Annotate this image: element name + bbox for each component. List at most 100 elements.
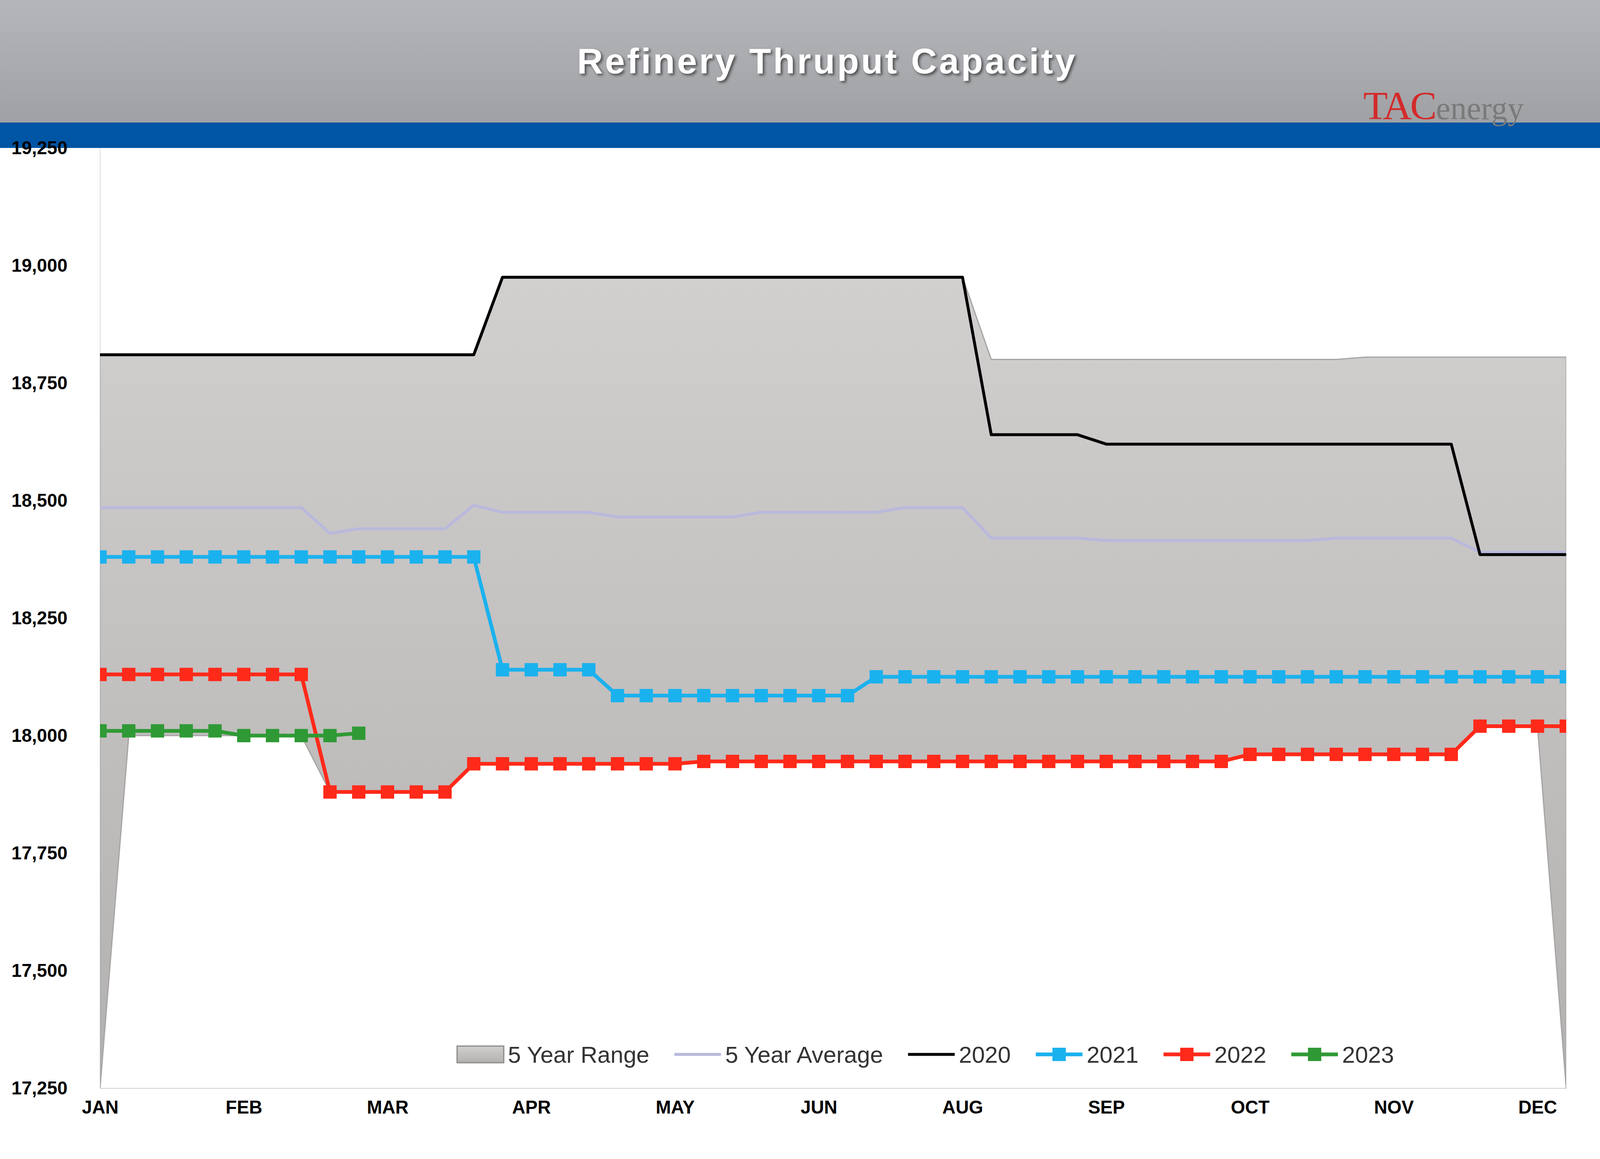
series-marker	[150, 724, 165, 738]
series-marker	[639, 757, 653, 771]
series-marker	[898, 754, 912, 768]
series-marker	[1329, 670, 1343, 684]
chart-root: Refinery Thruput CapacityTACenergy17,250…	[0, 0, 1600, 1159]
y-tick: 19,250	[11, 137, 74, 158]
series-marker	[1473, 670, 1487, 684]
series-marker	[610, 757, 625, 771]
series-marker	[582, 662, 596, 677]
series-marker	[323, 728, 337, 743]
series-marker	[927, 754, 941, 768]
x-tick-label: JUN	[800, 1096, 838, 1118]
series-marker	[294, 728, 308, 743]
series-marker	[610, 688, 625, 703]
x-tick-label: MAY	[655, 1096, 695, 1118]
series-line	[100, 505, 1567, 553]
series-marker	[380, 785, 395, 799]
series-marker	[927, 670, 941, 684]
legend-marker	[1180, 1047, 1194, 1061]
x-tick-label: JAN	[81, 1096, 119, 1118]
series-marker	[1502, 719, 1516, 733]
series-marker	[524, 757, 538, 771]
series-marker	[208, 550, 222, 564]
legend-swatch	[457, 1045, 504, 1063]
series-marker	[697, 688, 711, 703]
series-marker	[725, 688, 740, 703]
series-marker	[668, 688, 682, 703]
series-marker	[150, 667, 165, 681]
header-band	[0, 0, 1600, 123]
series-marker	[1559, 670, 1567, 684]
series-marker	[783, 688, 797, 703]
series-marker	[122, 724, 136, 738]
legend-label: 5 Year Range	[507, 1041, 650, 1068]
series-marker	[323, 785, 337, 799]
y-axis: 17,25017,50017,75018,00018,25018,50018,7…	[11, 137, 100, 1098]
series-marker	[553, 662, 567, 677]
x-tick: OCT	[1230, 1087, 1270, 1118]
plot-marks	[100, 277, 1567, 1088]
x-tick-label: DEC	[1518, 1096, 1558, 1118]
chart-title: Refinery Thruput Capacity	[577, 40, 1078, 81]
series-marker	[1530, 719, 1545, 733]
series-marker	[1070, 670, 1085, 684]
series-marker	[1214, 754, 1228, 768]
series-marker	[467, 757, 481, 771]
series-marker	[1559, 719, 1567, 733]
series-marker	[467, 550, 481, 564]
series-marker	[1415, 670, 1430, 684]
x-tick: AUG	[942, 1087, 984, 1118]
series-marker	[1502, 670, 1516, 684]
y-tick: 17,250	[11, 1077, 74, 1098]
series-marker	[754, 688, 768, 703]
y-tick: 18,250	[11, 607, 74, 628]
series-marker	[1387, 747, 1401, 761]
series-marker	[208, 724, 222, 738]
series-marker	[150, 550, 165, 564]
legend-label: 2022	[1214, 1041, 1267, 1068]
series-marker	[122, 550, 136, 564]
series-marker	[1272, 747, 1286, 761]
x-axis-line	[100, 1087, 1567, 1089]
series-marker	[100, 724, 107, 738]
series-marker	[754, 754, 768, 768]
x-tick-label: FEB	[225, 1096, 263, 1118]
logo-text: energy	[1435, 90, 1524, 127]
series-marker	[1444, 747, 1458, 761]
series-marker	[1387, 670, 1401, 684]
series-marker	[237, 667, 251, 681]
x-tick: SEP	[1087, 1087, 1125, 1118]
series-marker	[1042, 670, 1056, 684]
y-tick-label: 17,250	[11, 1077, 68, 1098]
series-marker	[179, 667, 193, 681]
series-marker	[323, 550, 337, 564]
legend-label: 2023	[1342, 1041, 1395, 1068]
x-tick: MAR	[366, 1087, 409, 1118]
y-tick-label: 17,750	[11, 842, 68, 863]
legend-swatch	[907, 1052, 955, 1056]
legend-swatch	[674, 1052, 721, 1056]
legend-item: 2023	[1291, 1041, 1395, 1068]
series-marker	[639, 688, 653, 703]
series-marker	[495, 662, 510, 677]
series-marker	[1099, 670, 1113, 684]
series-line	[100, 730, 359, 736]
x-axis: JANFEBMARAPRMAYJUNAUGSEPOCTNOVDEC	[81, 1087, 1567, 1118]
series-marker	[955, 670, 970, 684]
series-marker	[352, 550, 366, 564]
series-marker	[122, 667, 136, 681]
series-marker	[179, 724, 193, 738]
series-marker	[1070, 754, 1085, 768]
series-marker	[1013, 754, 1027, 768]
series-line	[100, 277, 1567, 555]
legend-label: 2021	[1086, 1041, 1139, 1068]
y-tick-label: 18,500	[11, 490, 68, 511]
series-marker	[1185, 754, 1200, 768]
x-tick-label: OCT	[1230, 1096, 1270, 1118]
series-marker	[984, 670, 998, 684]
series-marker	[237, 728, 251, 743]
series-marker	[409, 785, 423, 799]
series-marker	[1300, 670, 1315, 684]
y-tick-label: 18,750	[11, 372, 68, 393]
series-marker	[1185, 670, 1200, 684]
legend-marker	[1052, 1047, 1066, 1061]
